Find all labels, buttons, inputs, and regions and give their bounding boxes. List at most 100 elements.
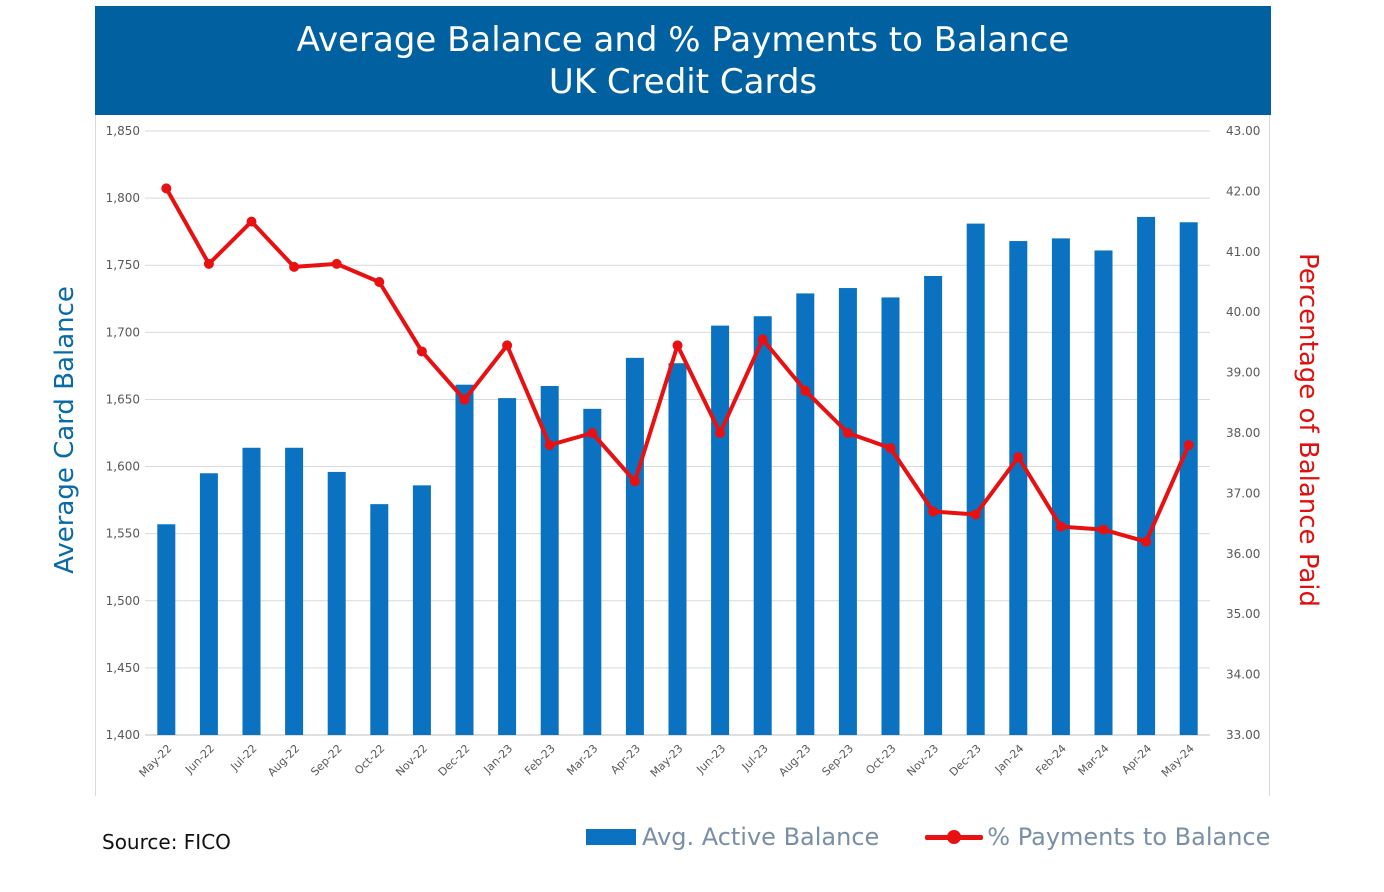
x-tick-label: Feb-23	[522, 742, 558, 778]
right-axis-title: Percentage of Balance Paid	[1293, 253, 1323, 607]
x-tick-label: Jun-22	[182, 742, 217, 777]
line-point	[757, 334, 768, 345]
right-tick-label: 39.00	[1226, 366, 1260, 380]
left-tick-label: 1,700	[106, 325, 140, 339]
bar	[157, 524, 176, 735]
legend-item-balance: Avg. Active Balance	[586, 823, 879, 851]
line-point	[416, 346, 427, 357]
line-point	[246, 216, 257, 227]
x-tick-label: Jun-23	[693, 742, 728, 777]
x-tick-label: Sep-22	[308, 742, 345, 779]
line-point	[1055, 521, 1066, 532]
line-point	[544, 440, 555, 451]
line-point	[1141, 536, 1152, 547]
bar	[285, 447, 304, 735]
line-point	[374, 277, 385, 287]
x-tick-label: Nov-23	[904, 742, 941, 779]
left-tick-label: 1,850	[106, 124, 140, 138]
left-tick-label: 1,450	[106, 661, 140, 675]
bar	[1009, 241, 1028, 735]
x-tick-label: Sep-23	[819, 742, 856, 779]
line-point	[1183, 440, 1194, 451]
bar	[966, 223, 985, 735]
bar	[583, 408, 602, 735]
left-tick-label: 1,400	[106, 728, 140, 742]
bar	[1179, 222, 1198, 735]
left-tick-label: 1,600	[106, 460, 140, 474]
bar	[327, 471, 346, 735]
x-tick-label: May-23	[648, 742, 686, 780]
bar	[498, 398, 517, 735]
right-tick-label: 42.00	[1226, 184, 1260, 198]
x-tick-label: Dec-23	[947, 742, 984, 779]
chart-title-line-2: UK Credit Cards	[548, 61, 818, 102]
x-tick-label: Mar-23	[564, 742, 600, 778]
line-point	[502, 340, 513, 351]
x-tick-label: Oct-22	[352, 742, 387, 777]
line-point	[629, 476, 640, 487]
right-tick-label: 38.00	[1226, 426, 1260, 440]
bar	[199, 473, 218, 735]
bar	[796, 293, 815, 735]
legend-item-payments: % Payments to Balance	[925, 823, 1270, 851]
x-tick-label: Mar-24	[1076, 742, 1112, 778]
chart-legend: Avg. Active Balance % Payments to Balanc…	[586, 820, 1270, 854]
bar	[1094, 250, 1113, 736]
right-tick-label: 40.00	[1226, 305, 1260, 319]
line-point	[161, 183, 172, 194]
bar	[753, 316, 772, 735]
chart-frame	[95, 115, 1270, 796]
line-point	[289, 261, 300, 272]
left-tick-label: 1,550	[106, 527, 140, 541]
left-tick-label: 1,500	[106, 594, 140, 608]
line-point	[1098, 524, 1109, 535]
line-point	[459, 394, 470, 405]
legend-label-payments: % Payments to Balance	[987, 823, 1271, 851]
right-tick-label: 35.00	[1226, 607, 1260, 621]
legend-bar-swatch	[586, 829, 636, 845]
line-point	[587, 428, 598, 438]
bar	[540, 386, 559, 735]
line-point	[715, 428, 726, 438]
x-tick-label: Apr-23	[608, 742, 643, 777]
line-point	[970, 509, 981, 520]
line-point	[672, 340, 683, 351]
chart-title-banner: Average Balance and % Payments to Balanc…	[95, 6, 1271, 115]
right-tick-label: 37.00	[1226, 486, 1260, 500]
x-tick-label: Aug-22	[265, 742, 302, 779]
bar	[881, 297, 900, 735]
x-tick-label: Jan-23	[481, 742, 516, 777]
x-tick-label: Dec-22	[436, 742, 473, 779]
x-tick-label: Jul-22	[228, 742, 260, 774]
bar	[412, 485, 431, 735]
x-tick-label: Apr-24	[1119, 742, 1154, 777]
bar	[1051, 238, 1070, 735]
x-tick-label: Nov-22	[393, 742, 430, 779]
left-tick-label: 1,750	[106, 258, 140, 272]
left-tick-label: 1,800	[106, 191, 140, 205]
x-tick-label: May-22	[137, 742, 175, 780]
x-tick-label: Feb-24	[1033, 742, 1069, 778]
legend-label-balance: Avg. Active Balance	[642, 823, 880, 851]
line-point	[800, 385, 811, 396]
right-tick-label: 41.00	[1226, 245, 1260, 259]
bar	[924, 275, 943, 735]
line-point	[842, 428, 853, 438]
bar	[711, 325, 730, 735]
bar	[242, 447, 261, 735]
x-tick-label: Aug-23	[776, 742, 813, 779]
bar	[625, 357, 644, 735]
right-tick-label: 43.00	[1226, 124, 1260, 138]
line-point	[928, 506, 939, 517]
bar	[370, 504, 389, 735]
line-point	[203, 258, 214, 269]
chart-title-line-1: Average Balance and % Payments to Balanc…	[296, 19, 1070, 60]
line-point	[885, 443, 896, 454]
bar	[1137, 216, 1156, 735]
right-tick-label: 33.00	[1226, 728, 1260, 742]
source-note: Source: FICO	[102, 830, 231, 854]
x-tick-label: Jul-23	[739, 742, 771, 774]
bar	[455, 384, 474, 735]
line-point	[331, 258, 342, 269]
